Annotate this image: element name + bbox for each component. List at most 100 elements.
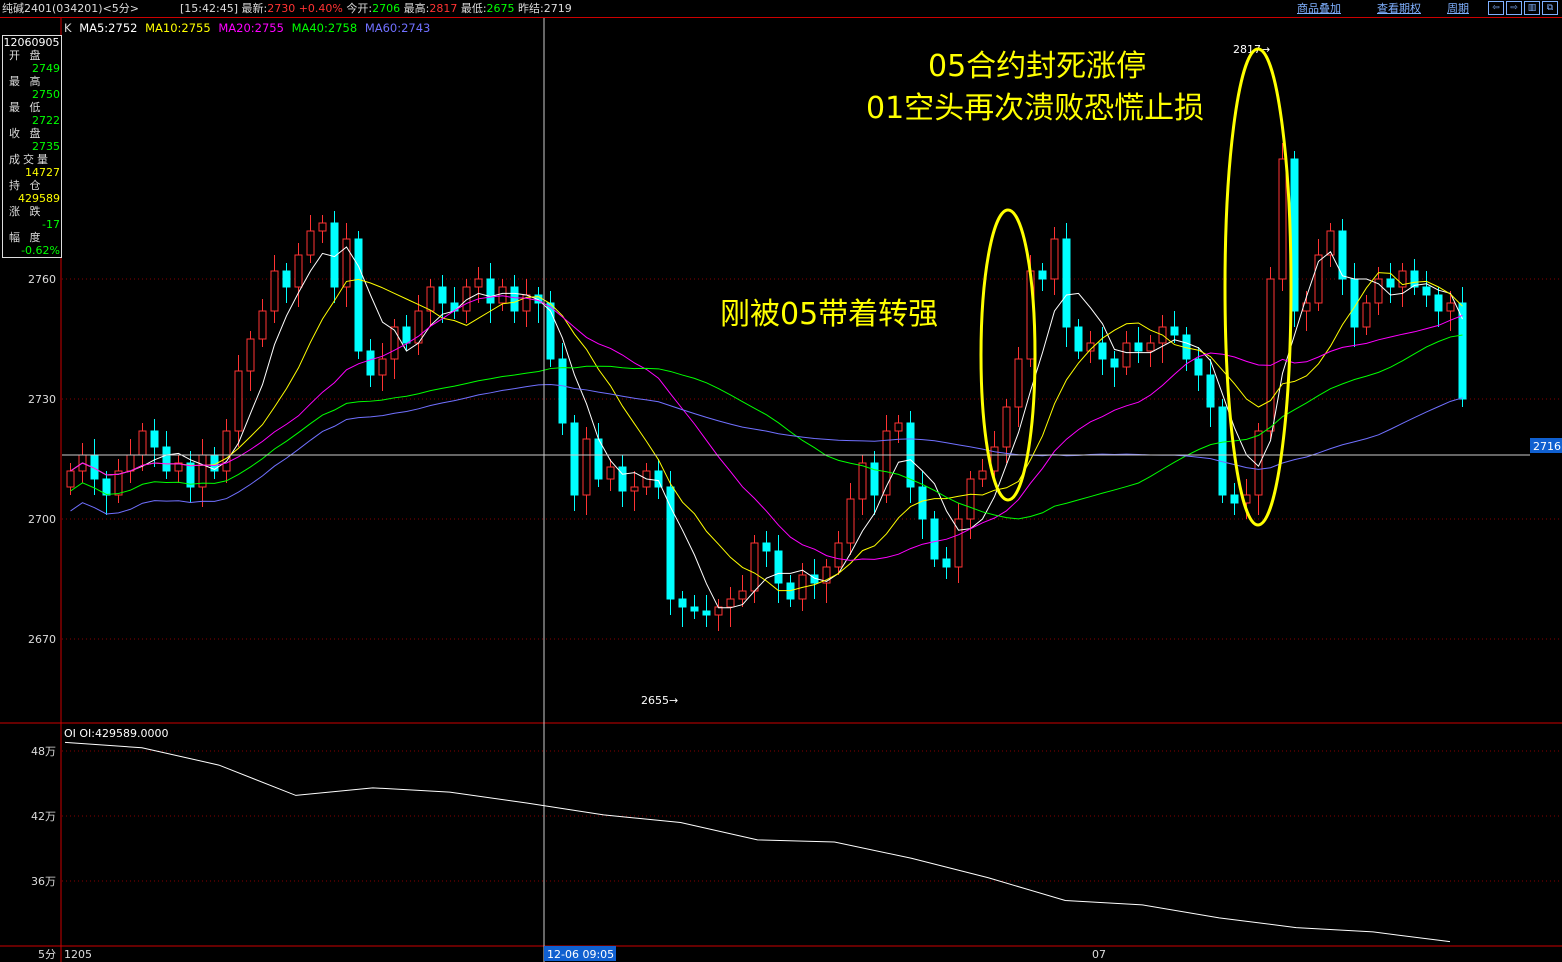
candle: [1266, 278, 1275, 432]
candle: [882, 430, 891, 496]
candle: [834, 542, 843, 568]
candle: [330, 222, 339, 288]
candle: [126, 454, 135, 472]
candle: [1038, 270, 1047, 280]
candle: [654, 470, 663, 488]
candle: [966, 478, 975, 520]
period-link[interactable]: 周期: [1447, 2, 1469, 15]
candle: [1386, 278, 1395, 288]
candle: [690, 606, 699, 612]
candle: [618, 466, 627, 492]
candle: [246, 338, 255, 372]
oi-y-tick-label: 42万: [31, 810, 56, 823]
quote-summary: [15:42:45] 最新:2730 +0.40% 今开:2706 最高:281…: [180, 2, 572, 15]
candle: [354, 238, 363, 352]
candle: [930, 518, 939, 560]
candle: [1194, 358, 1203, 376]
candle: [162, 446, 171, 472]
info-date: 12060905: [3, 36, 60, 49]
legend-ma20: MA20:2755: [218, 21, 284, 35]
candle: [726, 598, 735, 608]
overlay-commodity-link[interactable]: 商品叠加: [1297, 2, 1341, 15]
candle: [1002, 406, 1011, 448]
kline-chart[interactable]: 2670 2700 2730 2760 2716 2655→ 2817→ 48万 42万 36万 O…: [0, 18, 1562, 962]
info-label: 成交量: [9, 153, 51, 166]
info-value: 429589: [18, 192, 60, 205]
candle: [1230, 494, 1239, 504]
candle: [138, 430, 147, 456]
candle: [66, 470, 75, 488]
scroll-left-button[interactable]: ⇦: [1488, 1, 1504, 15]
candle: [282, 270, 291, 288]
x-tick-label: 07: [1092, 948, 1106, 961]
candle: [234, 370, 243, 432]
legend-ma40: MA40:2758: [291, 21, 358, 35]
candle: [462, 286, 471, 312]
info-value: -0.62%: [21, 244, 60, 257]
candle: [1110, 358, 1119, 368]
candle: [630, 486, 639, 492]
candle: [1434, 294, 1443, 312]
candle: [750, 542, 759, 592]
candle: [774, 550, 783, 584]
legend-k: K: [64, 21, 72, 35]
y-tick-label: 2700: [28, 513, 56, 526]
candle: [894, 422, 903, 432]
candle: [1050, 238, 1059, 280]
restore-window-button[interactable]: ⧉: [1542, 1, 1558, 15]
candle: [990, 446, 999, 472]
candle: [582, 438, 591, 496]
candle: [1446, 302, 1455, 312]
legend-ma60: MA60:2743: [364, 21, 431, 35]
candle: [1314, 254, 1323, 304]
info-label: 最 高: [9, 75, 44, 88]
annotation-line1: 05合约封死涨停: [928, 49, 1147, 84]
info-value: 2750: [32, 88, 60, 101]
candle: [1086, 342, 1095, 352]
crosshair-price-label: 2716: [1533, 440, 1561, 453]
candle: [318, 222, 327, 232]
candle: [438, 286, 447, 304]
view-options-link[interactable]: 查看期权: [1377, 2, 1421, 15]
y-tick-label: 2760: [28, 273, 56, 286]
candle: [666, 486, 675, 600]
candle: [1362, 302, 1371, 328]
candle: [378, 358, 387, 376]
candle: [174, 462, 183, 472]
candle: [978, 470, 987, 480]
ma10-line: [70, 272, 1463, 592]
candle: [1134, 342, 1143, 352]
high-marker: 2817→: [1233, 43, 1270, 56]
candle: [1422, 286, 1431, 296]
info-label: 幅 度: [9, 231, 44, 244]
candle: [258, 310, 267, 340]
y-tick-label: 2670: [28, 633, 56, 646]
candle: [1410, 270, 1419, 288]
candle: [1122, 342, 1131, 368]
panel-toggle-button[interactable]: ▥: [1524, 1, 1540, 15]
candle: [546, 302, 555, 360]
candle: [762, 542, 771, 552]
oi-y-tick-label: 48万: [31, 745, 56, 758]
candle: [1218, 406, 1227, 496]
crosshair-price-box: [1530, 438, 1562, 453]
candle: [342, 238, 351, 288]
low-marker: 2655→: [641, 694, 678, 707]
bar-info-panel: 12060905 开 盘 2749 最 高 2750 最 低 2722 收 盘 2735 成交量…: [2, 35, 62, 258]
ma60-line: [70, 384, 1463, 515]
candle: [198, 454, 207, 488]
candle: [918, 486, 927, 520]
candle: [1254, 430, 1263, 496]
candle: [306, 230, 315, 256]
candle: [858, 462, 867, 500]
info-value: 2735: [32, 140, 60, 153]
candle: [366, 350, 375, 376]
info-value: 2749: [32, 62, 60, 75]
x-period-label: 5分: [38, 948, 56, 961]
candle: [738, 590, 747, 600]
candle: [474, 278, 483, 288]
scroll-right-button[interactable]: ⇨: [1506, 1, 1522, 15]
candle: [942, 558, 951, 568]
candle: [1146, 342, 1155, 352]
candle: [270, 270, 279, 312]
